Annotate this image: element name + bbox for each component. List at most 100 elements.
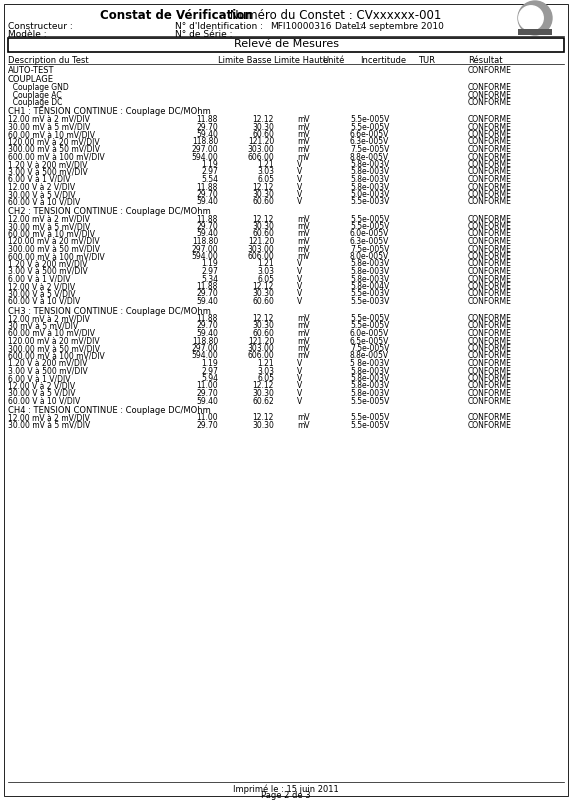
Text: 29.70: 29.70 [196,190,218,199]
Text: 60.62: 60.62 [252,397,274,406]
Text: 1.20 V à 200 mV/DIV: 1.20 V à 200 mV/DIV [8,259,88,269]
Text: 5.8e-003V: 5.8e-003V [350,259,390,269]
Text: CONFORME: CONFORME [468,182,512,191]
Text: - Numéro du Constet : CVxxxxxx-001: - Numéro du Constet : CVxxxxxx-001 [218,9,442,22]
Text: V: V [297,160,302,169]
Text: V: V [297,259,302,269]
Text: 59.40: 59.40 [196,198,218,206]
Text: Couplage GND: Couplage GND [8,83,69,92]
Text: 60.00 mV à 10 mV/DIV: 60.00 mV à 10 mV/DIV [8,230,95,238]
Text: 6.3e-005V: 6.3e-005V [350,237,390,246]
Text: 6.3e-005V: 6.3e-005V [350,138,390,146]
Text: 7.5e-005V: 7.5e-005V [350,145,390,154]
Text: 5.0e-003V: 5.0e-003V [350,190,390,199]
Text: Constat de Vérification: Constat de Vérification [100,9,253,22]
Text: 60.00 mV à 10 mV/DIV: 60.00 mV à 10 mV/DIV [8,130,95,139]
Text: 29.70: 29.70 [196,389,218,398]
Text: 297.00: 297.00 [192,344,218,353]
Text: CONFORME: CONFORME [468,198,512,206]
Text: 7.5e-005V: 7.5e-005V [350,245,390,254]
Text: 5.5e-005V: 5.5e-005V [350,322,390,330]
Text: V: V [297,267,302,276]
Text: mV: mV [297,138,309,146]
Text: COUPLAGE: COUPLAGE [8,75,54,85]
Text: CH4 : TENSION CONTINUE : Couplage DC/MOhm: CH4 : TENSION CONTINUE : Couplage DC/MOh… [8,406,210,415]
Text: mV: mV [297,115,309,124]
Text: mV: mV [297,414,309,422]
Text: 2.97: 2.97 [201,267,218,276]
Text: 606.00: 606.00 [247,252,274,261]
Text: 59.40: 59.40 [196,297,218,306]
Text: 1.21: 1.21 [257,259,274,269]
Text: 1.20 V à 200 mV/DIV: 1.20 V à 200 mV/DIV [8,160,88,169]
Text: 5.94: 5.94 [201,374,218,383]
Text: 120.00 mV à 20 mV/DIV: 120.00 mV à 20 mV/DIV [8,337,100,346]
Text: CONFORME: CONFORME [468,337,512,346]
Text: CONFORME: CONFORME [468,421,512,430]
Text: 30.30: 30.30 [252,122,274,131]
Text: mV: mV [297,237,309,246]
Text: 12.00 V à 2 V/DIV: 12.00 V à 2 V/DIV [8,382,75,390]
Text: mV: mV [297,230,309,238]
Text: V: V [297,167,302,177]
Text: 30.30: 30.30 [252,322,274,330]
Text: CONFORME: CONFORME [468,252,512,261]
Text: Couplage DC: Couplage DC [8,98,62,107]
Text: 5.8e-004V: 5.8e-004V [350,282,390,291]
Text: V: V [297,274,302,283]
Text: 5.8e-003V: 5.8e-003V [350,389,390,398]
Text: 11.88: 11.88 [197,115,218,124]
Text: 5.8e-003V: 5.8e-003V [350,175,390,184]
Text: 30 mV à 5 mV/DIV: 30 mV à 5 mV/DIV [8,322,78,330]
Text: 5.8e-003V: 5.8e-003V [350,274,390,283]
Text: 5.5e-005V: 5.5e-005V [350,397,390,406]
Text: V: V [297,282,302,291]
Text: 11.00: 11.00 [196,382,218,390]
Text: 6.00 V à 1 V/DIV: 6.00 V à 1 V/DIV [8,374,70,383]
Text: CONFORME: CONFORME [468,329,512,338]
Text: 11.88: 11.88 [197,314,218,323]
Text: 12.00 mV à 2 mV/DIV: 12.00 mV à 2 mV/DIV [8,314,90,323]
Text: 297.00: 297.00 [192,145,218,154]
Text: CH1 : TENSION CONTINUE : Couplage DC/MOhm: CH1 : TENSION CONTINUE : Couplage DC/MOh… [8,107,210,117]
Text: CONFORME: CONFORME [468,366,512,375]
Text: CONFORME: CONFORME [468,397,512,406]
Text: 8.8e-005V: 8.8e-005V [350,153,389,162]
Text: 30.00 V à 5 V/DIV: 30.00 V à 5 V/DIV [8,290,76,298]
Text: V: V [297,374,302,383]
Text: Limite Haute: Limite Haute [274,56,328,65]
Text: 60.60: 60.60 [252,329,274,338]
Text: 60.00 V à 10 V/DIV: 60.00 V à 10 V/DIV [8,198,80,206]
Text: Constructeur :: Constructeur : [8,22,73,31]
Text: N° d'Identification :: N° d'Identification : [175,22,263,31]
Text: 600.00 mV à 100 mV/DIV: 600.00 mV à 100 mV/DIV [8,153,105,162]
Text: 30.00 V à 5 V/DIV: 30.00 V à 5 V/DIV [8,389,76,398]
Text: 5.5e-005V: 5.5e-005V [350,115,390,124]
Text: 3.03: 3.03 [257,366,274,375]
Text: CONFORME: CONFORME [468,222,512,231]
Text: 59.40: 59.40 [196,130,218,139]
Text: CONFORME: CONFORME [468,414,512,422]
Text: 121.20: 121.20 [248,138,274,146]
Text: Modèle :: Modèle : [8,30,47,39]
Text: 5.5e-003V: 5.5e-003V [350,290,390,298]
Text: 30.30: 30.30 [252,389,274,398]
Text: mV: mV [297,145,309,154]
Text: 1.19: 1.19 [201,259,218,269]
Text: CONFORME: CONFORME [468,297,512,306]
Text: 6.05: 6.05 [257,274,274,283]
Text: CH2 : TENSION CONTINUE : Couplage DC/MOhm: CH2 : TENSION CONTINUE : Couplage DC/MOh… [8,207,210,216]
Text: 29.70: 29.70 [196,421,218,430]
Text: 118.80: 118.80 [192,337,218,346]
Text: CH3 : TENSION CONTINUE : Couplage DC/MOhm: CH3 : TENSION CONTINUE : Couplage DC/MOh… [8,306,211,315]
Text: 60.60: 60.60 [252,297,274,306]
Text: Relevé de Mesures: Relevé de Mesures [233,39,339,49]
Text: 12.12: 12.12 [253,182,274,191]
Text: mV: mV [297,252,309,261]
Text: mV: mV [297,421,309,430]
Text: CONFORME: CONFORME [468,214,512,223]
Text: V: V [297,366,302,375]
Text: 3.03: 3.03 [257,267,274,276]
Text: 12.00 mV à 2 mV/DIV: 12.00 mV à 2 mV/DIV [8,115,90,124]
Text: 8.0e-005V: 8.0e-005V [350,252,390,261]
